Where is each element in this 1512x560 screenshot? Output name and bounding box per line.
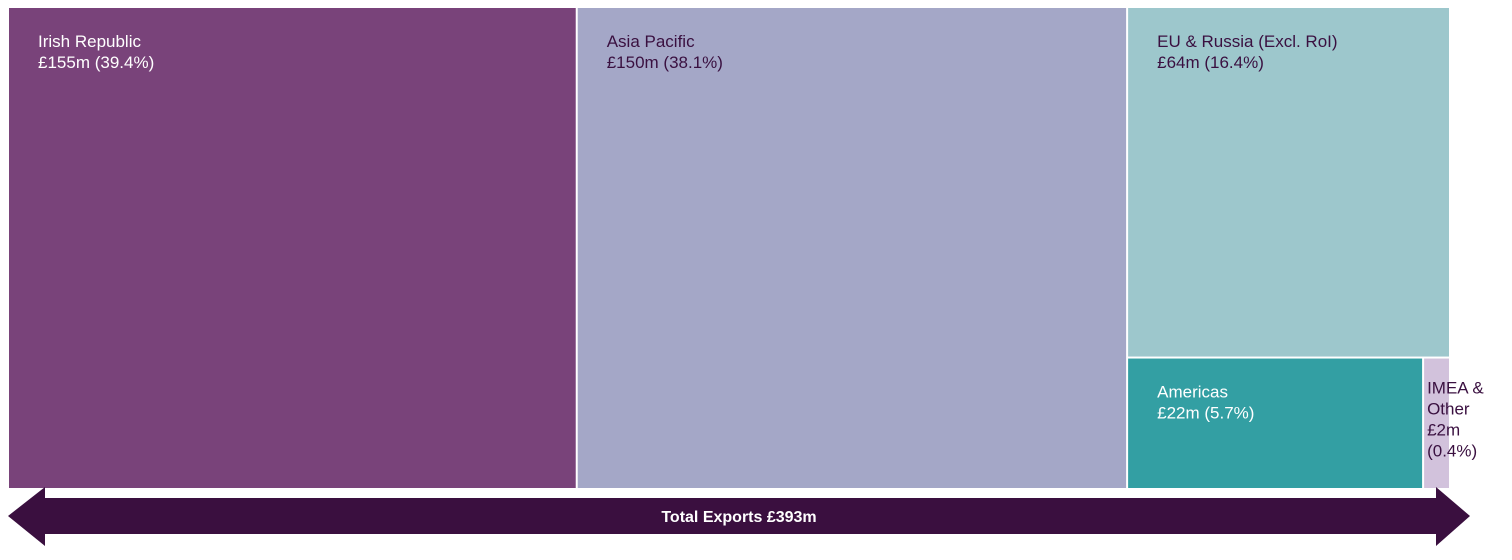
total-exports-label: Total Exports £393m	[661, 509, 816, 526]
tile-eu-russia-excl-roi	[1128, 8, 1449, 357]
tile-asia-pacific	[577, 8, 1127, 488]
tile-label-imea-other: IMEA & Other £2m (0.4%)	[1427, 379, 1484, 461]
tile-label-asia-pacific: Asia Pacific £150m (38.1%)	[607, 32, 723, 72]
treemap-tiles: Irish Republic £155m (39.4%) Asia Pacific £…	[9, 8, 1484, 488]
tile-irish-republic	[9, 8, 576, 488]
tile-americas	[1128, 358, 1423, 488]
tile-label-eu-russia-excl-roi: EU & Russia (Excl. RoI) £64m (16.4%)	[1157, 32, 1337, 72]
total-exports-arrow-shape	[8, 487, 1470, 546]
total-exports-arrow: Total Exports £393m	[8, 487, 1470, 546]
tile-label-americas: Americas £22m (5.7%)	[1157, 383, 1254, 423]
tile-label-irish-republic: Irish Republic £155m (39.4%)	[38, 32, 154, 72]
tile-imea-other	[1424, 358, 1449, 488]
